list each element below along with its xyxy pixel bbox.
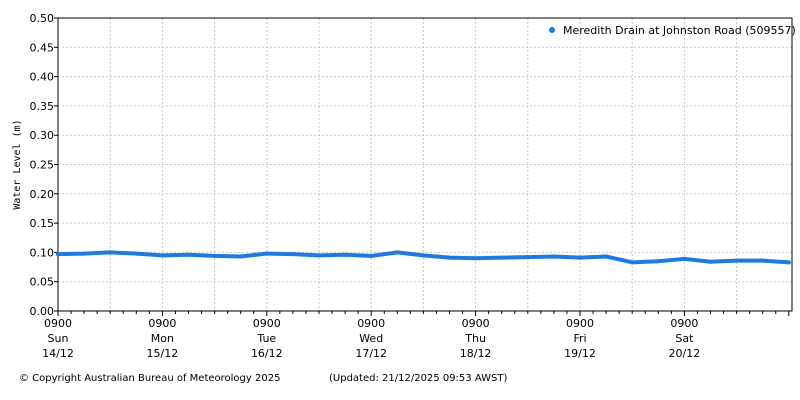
series-line: [56, 250, 791, 265]
legend-marker: [549, 27, 555, 33]
x-tick-label-time: 0900: [357, 317, 385, 330]
x-tick-label-time: 0900: [148, 317, 176, 330]
y-tick-label: 0.35: [30, 100, 55, 113]
y-tick-label: 0.45: [30, 41, 55, 54]
y-tick-label: 0.40: [30, 71, 55, 84]
plot-frame: [57, 17, 793, 312]
x-tick-label-time: 0900: [44, 317, 72, 330]
x-tick-label-date: 20/12: [669, 347, 701, 360]
x-tick-label-time: 0900: [462, 317, 490, 330]
y-tick-label: 0.50: [30, 12, 55, 25]
y-tick-label: 0.20: [30, 188, 55, 201]
x-tick-label-date: 17/12: [355, 347, 387, 360]
x-tick-label-date: 15/12: [147, 347, 179, 360]
y-tick-label: 0.00: [30, 305, 55, 318]
x-tick-label-time: 0900: [670, 317, 698, 330]
y-axis-label: Water Level (m): [12, 119, 23, 209]
y-tick-label: 0.30: [30, 129, 55, 142]
y-tick-label: 0.25: [30, 159, 55, 172]
x-tick-label-day: Sat: [675, 332, 694, 345]
x-tick-label-date: 19/12: [564, 347, 596, 360]
y-tick-label: 0.15: [30, 217, 55, 230]
legend-label: Meredith Drain at Johnston Road (509557): [563, 24, 796, 37]
x-tick-label-day: Fri: [573, 332, 586, 345]
x-tick-label-day: Tue: [256, 332, 276, 345]
x-tick-label-day: Mon: [151, 332, 174, 345]
x-tick-label-day: Sun: [48, 332, 69, 345]
x-tick-label-date: 16/12: [251, 347, 283, 360]
updated-timestamp: (Updated: 21/12/2025 09:53 AWST): [329, 373, 508, 384]
y-tick-label: 0.05: [30, 276, 55, 289]
x-tick-label-time: 0900: [253, 317, 281, 330]
y-tick-label: 0.10: [30, 246, 55, 259]
x-tick-label-day: Thu: [464, 332, 486, 345]
x-tick-label-day: Wed: [359, 332, 383, 345]
x-tick-label-time: 0900: [566, 317, 594, 330]
copyright-text: © Copyright Australian Bureau of Meteoro…: [19, 373, 281, 384]
x-tick-label-date: 18/12: [460, 347, 492, 360]
x-tick-label-date: 14/12: [42, 347, 74, 360]
